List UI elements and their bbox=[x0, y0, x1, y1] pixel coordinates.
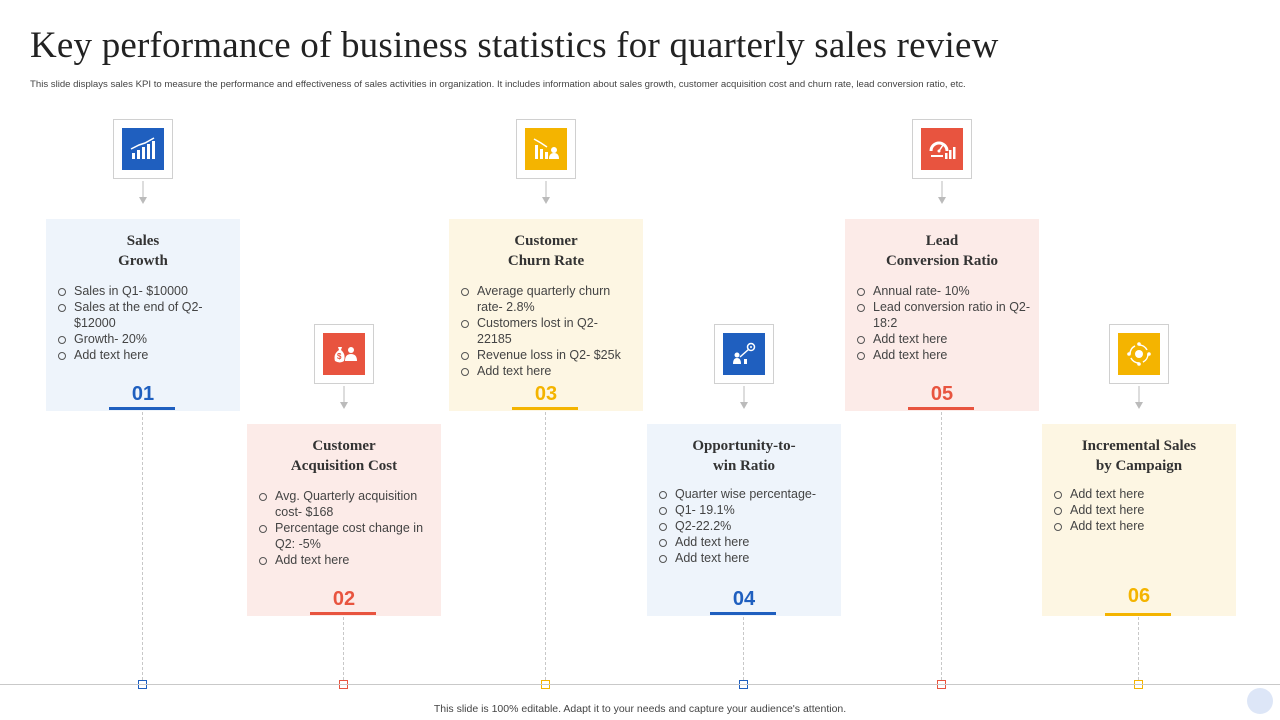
connector-line bbox=[545, 412, 546, 680]
list-item: Add text here bbox=[255, 552, 433, 568]
list-item: Customers lost in Q2- 22185 bbox=[457, 315, 635, 347]
bar-chart-growth-icon bbox=[122, 128, 164, 170]
icon-frame bbox=[714, 324, 774, 384]
kpi-card-lead-conversion-ratio: Lead Conversion Ratio Annual rate- 10% L… bbox=[845, 219, 1039, 411]
card-number: 02 bbox=[332, 588, 356, 610]
card-number: 01 bbox=[131, 383, 155, 405]
list-item: Revenue loss in Q2- $25k bbox=[457, 347, 635, 363]
list-item: Add text here bbox=[1050, 518, 1228, 534]
card-number-underline bbox=[1105, 613, 1171, 616]
list-item: Add text here bbox=[655, 534, 833, 550]
gauge-chart-icon bbox=[921, 128, 963, 170]
list-item: Growth- 20% bbox=[54, 331, 232, 347]
card-number-underline bbox=[310, 612, 376, 615]
card-bullet-list: Average quarterly churn rate- 2.8% Custo… bbox=[457, 283, 635, 379]
footer-note: This slide is 100% editable. Adapt it to… bbox=[433, 703, 847, 715]
card-bullet-list: Sales in Q1- $10000 Sales at the end of … bbox=[54, 283, 232, 363]
connector-line bbox=[743, 617, 744, 680]
kpi-card-sales-growth: Sales Growth Sales in Q1- $10000 Sales a… bbox=[46, 219, 240, 411]
kpi-card-customer-churn-rate: Customer Churn Rate Average quarterly ch… bbox=[449, 219, 643, 411]
list-item: Add text here bbox=[853, 331, 1031, 347]
corner-decoration bbox=[1247, 688, 1273, 714]
icon-frame: $ bbox=[314, 324, 374, 384]
icon-frame bbox=[912, 119, 972, 179]
target-growth-icon bbox=[723, 333, 765, 375]
list-item: Sales at the end of Q2- $12000 bbox=[54, 299, 232, 331]
list-item: Add text here bbox=[1050, 502, 1228, 518]
list-item: Q1- 19.1% bbox=[655, 502, 833, 518]
card-number: 06 bbox=[1127, 585, 1151, 607]
card-bullet-list: Avg. Quarterly acquisition cost- $168 Pe… bbox=[255, 488, 433, 568]
card-bullet-list: Annual rate- 10% Lead conversion ratio i… bbox=[853, 283, 1031, 363]
list-item: Add text here bbox=[54, 347, 232, 363]
card-number: 03 bbox=[534, 383, 558, 405]
card-title-line: Acquisition Cost bbox=[290, 458, 398, 474]
connector-line bbox=[941, 412, 942, 680]
down-arrow-icon bbox=[139, 181, 147, 204]
down-arrow-icon bbox=[542, 181, 550, 204]
list-item: Add text here bbox=[1050, 486, 1228, 502]
card-number-underline bbox=[710, 612, 776, 615]
connector-line bbox=[1138, 617, 1139, 680]
list-item: Annual rate- 10% bbox=[853, 283, 1031, 299]
list-item: Percentage cost change in Q2: -5% bbox=[255, 520, 433, 552]
card-title-line: Lead bbox=[925, 233, 959, 249]
card-number: 04 bbox=[732, 588, 756, 610]
card-title: Customer Churn Rate bbox=[459, 231, 633, 271]
card-title-line: by Campaign bbox=[1095, 458, 1183, 474]
list-item: Q2-22.2% bbox=[655, 518, 833, 534]
card-title: Sales Growth bbox=[56, 231, 230, 271]
connector-line bbox=[343, 617, 344, 680]
card-title-line: Customer bbox=[514, 233, 578, 249]
card-title-line: Customer bbox=[312, 438, 376, 454]
kpi-card-customer-acquisition-cost: Customer Acquisition Cost Avg. Quarterly… bbox=[247, 424, 441, 616]
down-arrow-icon bbox=[1135, 386, 1143, 409]
card-bullet-list: Quarter wise percentage- Q1- 19.1% Q2-22… bbox=[655, 486, 833, 566]
chart-down-user-icon bbox=[525, 128, 567, 170]
card-title: Customer Acquisition Cost bbox=[257, 436, 431, 476]
card-title-line: Sales bbox=[126, 233, 160, 249]
kpi-card-opportunity-to-win-ratio: Opportunity-to- win Ratio Quarter wise p… bbox=[647, 424, 841, 616]
card-title-line: Growth bbox=[118, 253, 168, 269]
down-arrow-icon bbox=[340, 386, 348, 409]
card-number: 05 bbox=[930, 383, 954, 405]
card-title: Incremental Sales by Campaign bbox=[1052, 436, 1226, 476]
card-number-underline bbox=[512, 407, 578, 410]
down-arrow-icon bbox=[740, 386, 748, 409]
card-title-line: Conversion Ratio bbox=[885, 253, 999, 269]
card-number-underline bbox=[109, 407, 175, 410]
timeline-baseline bbox=[0, 684, 1280, 685]
down-arrow-icon bbox=[938, 181, 946, 204]
card-title: Lead Conversion Ratio bbox=[855, 231, 1029, 271]
card-number-underline bbox=[908, 407, 974, 410]
card-title: Opportunity-to- win Ratio bbox=[657, 436, 831, 476]
campaign-cycle-icon bbox=[1118, 333, 1160, 375]
list-item: Avg. Quarterly acquisition cost- $168 bbox=[255, 488, 433, 520]
list-item: Sales in Q1- $10000 bbox=[54, 283, 232, 299]
card-bullet-list: Add text here Add text here Add text her… bbox=[1050, 486, 1228, 534]
icon-frame bbox=[113, 119, 173, 179]
page-title: Key performance of business statistics f… bbox=[30, 25, 999, 66]
list-item: Average quarterly churn rate- 2.8% bbox=[457, 283, 635, 315]
card-title-line: win Ratio bbox=[712, 458, 776, 474]
list-item: Lead conversion ratio in Q2- 18:2 bbox=[853, 299, 1031, 331]
card-title-line: Incremental Sales bbox=[1081, 438, 1197, 454]
list-item: Add text here bbox=[853, 347, 1031, 363]
list-item: Quarter wise percentage- bbox=[655, 486, 833, 502]
svg-text:$: $ bbox=[337, 352, 342, 361]
list-item: Add text here bbox=[457, 363, 635, 379]
connector-line bbox=[142, 412, 143, 680]
list-item: Add text here bbox=[655, 550, 833, 566]
icon-frame bbox=[1109, 324, 1169, 384]
card-title-line: Churn Rate bbox=[507, 253, 585, 269]
icon-frame bbox=[516, 119, 576, 179]
page-subtitle: This slide displays sales KPI to measure… bbox=[30, 79, 966, 90]
money-bag-user-icon: $ bbox=[323, 333, 365, 375]
kpi-card-incremental-sales-by-campaign: Incremental Sales by Campaign Add text h… bbox=[1042, 424, 1236, 616]
card-title-line: Opportunity-to- bbox=[692, 438, 796, 454]
